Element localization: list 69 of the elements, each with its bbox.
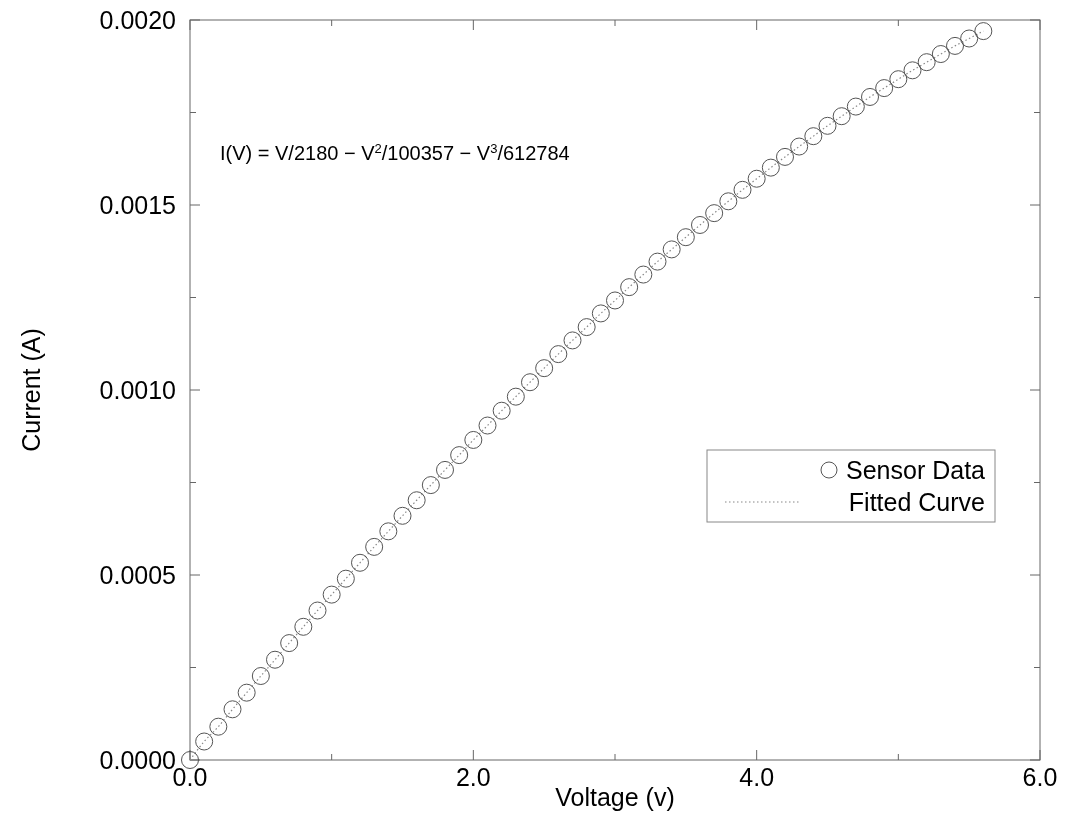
y-tick-label: 0.0015 (99, 190, 176, 219)
y-axis-title: Current (A) (17, 328, 45, 452)
point (450, 446, 469, 465)
point (464, 430, 483, 449)
point (776, 147, 794, 166)
x-tick-label: 2.0 (455, 763, 491, 791)
point (421, 476, 440, 495)
point (223, 700, 242, 719)
y-tick-label: 0.0020 (99, 5, 176, 34)
point (563, 331, 582, 350)
point (251, 667, 270, 686)
point (960, 29, 979, 48)
point (266, 650, 284, 669)
y-tick-label: 0.0010 (99, 375, 176, 404)
x-tick-label: 4.0 (739, 763, 775, 791)
x-axis-title: Voltage (v) (555, 783, 675, 811)
point (931, 45, 950, 64)
point (407, 491, 426, 510)
x-tick-label: 6.0 (1022, 763, 1058, 791)
point (846, 97, 865, 116)
point (917, 53, 936, 72)
point (322, 585, 341, 604)
point (747, 169, 766, 188)
point (209, 717, 228, 736)
point (790, 137, 809, 156)
point (832, 107, 851, 126)
point (577, 318, 596, 337)
y-tick-label: 0.0005 (99, 560, 176, 589)
point (861, 87, 879, 106)
point (761, 158, 780, 177)
point (903, 61, 922, 80)
point (280, 634, 299, 653)
point (195, 732, 214, 751)
point (620, 278, 639, 297)
point (181, 751, 199, 769)
point (889, 70, 908, 89)
point (691, 215, 709, 234)
point (308, 601, 327, 620)
point (634, 265, 653, 284)
point (393, 506, 412, 525)
point (549, 345, 568, 364)
point (436, 460, 454, 479)
point (719, 192, 738, 211)
point (946, 36, 964, 55)
point (648, 252, 667, 271)
point (804, 127, 823, 146)
point (591, 304, 610, 323)
point (351, 553, 369, 572)
point (676, 228, 695, 247)
point (535, 359, 554, 378)
point (705, 204, 724, 223)
point (506, 387, 525, 406)
point (365, 537, 384, 556)
point (662, 240, 681, 259)
annotation: I(V) = V/2180 − V$^{2}$/100357 − V$^{3}$/612784 (220, 140, 570, 164)
point (875, 79, 894, 98)
point (478, 416, 497, 435)
point (818, 116, 837, 135)
point (492, 401, 511, 420)
point (294, 617, 313, 636)
point (336, 569, 355, 588)
point (379, 522, 398, 541)
point (974, 22, 993, 41)
legend-label: Sensor Data (846, 455, 986, 484)
point (733, 180, 752, 199)
point (237, 683, 256, 702)
point (521, 373, 539, 392)
point (606, 291, 624, 310)
legend-label: Fitted Curve (848, 487, 985, 516)
